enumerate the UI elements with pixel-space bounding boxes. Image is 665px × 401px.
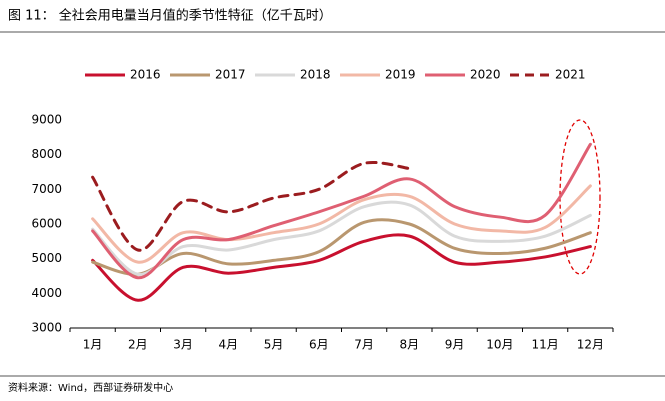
source-note: 资料来源：Wind，西部证券研发中心 [8,381,173,394]
legend-label: 2017 [215,68,246,82]
legend-label: 2019 [385,68,416,82]
y-tick-label: 4000 [31,286,62,300]
x-tick-label: 3月 [173,338,193,352]
x-tick-label: 7月 [354,338,374,352]
highlight-ellipse [559,119,601,275]
x-tick-label: 11月 [531,338,558,352]
series-line [91,200,592,276]
y-tick-label: 6000 [31,217,62,231]
x-tick-label: 5月 [264,338,284,352]
series-line [91,142,592,280]
legend-label: 2021 [555,68,586,82]
x-tick-label: 12月 [577,338,604,352]
x-tick-label: 8月 [400,338,420,352]
legend-label: 2018 [300,68,331,82]
series-line [91,233,592,302]
series-line [91,161,411,252]
y-tick-label: 9000 [31,113,62,127]
y-tick-label: 5000 [31,251,62,265]
x-tick-label: 6月 [309,338,329,352]
series-line [91,218,592,276]
series-line [91,184,592,264]
y-tick-label: 7000 [31,182,62,196]
legend-label: 2020 [470,68,501,82]
x-tick-label: 4月 [219,338,239,352]
x-tick-label: 9月 [445,338,465,352]
x-tick-label: 1月 [83,338,103,352]
chart-title: 图 11： 全社会用电量当月值的季节性特征（亿千瓦时） [8,8,332,24]
y-tick-label: 8000 [31,147,62,161]
y-tick-label: 3000 [31,321,62,335]
x-tick-label: 10月 [486,338,513,352]
legend-label: 2016 [130,68,161,82]
x-tick-label: 2月 [128,338,148,352]
